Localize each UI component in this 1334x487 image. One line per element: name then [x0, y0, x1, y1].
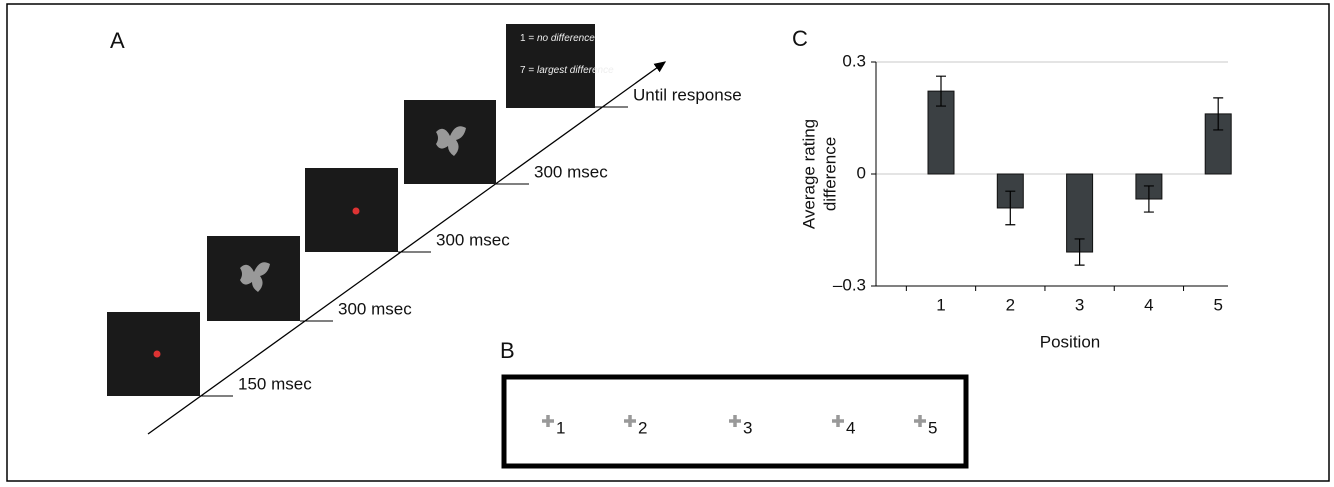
shape [436, 126, 466, 156]
interval-label: 300 msec [534, 162, 608, 181]
position-label: 3 [743, 418, 752, 437]
y-tick-label: 0.3 [842, 51, 866, 70]
interval-label: 300 msec [338, 299, 412, 318]
timeline [147, 61, 667, 435]
display-frame [501, 374, 969, 469]
cross [624, 415, 636, 427]
position-label: 1 [556, 418, 565, 437]
fixation [352, 207, 360, 215]
panel-label: B [500, 338, 515, 363]
response-text: 7 = largest difference [520, 65, 614, 76]
x-tick-label: 4 [1144, 295, 1153, 314]
shape [240, 262, 270, 292]
cross [542, 415, 554, 427]
cross [729, 415, 741, 427]
interval-label: 150 msec [238, 374, 312, 393]
x-tick-label: 2 [1006, 295, 1015, 314]
error-bar [1213, 97, 1224, 131]
frame [6, 3, 1330, 482]
position-label: 2 [638, 418, 647, 437]
error-bar [936, 75, 946, 107]
error-bar [1074, 238, 1085, 266]
error-bar [1005, 190, 1016, 226]
x-tick-label: 1 [936, 295, 945, 314]
position-label: 5 [928, 418, 937, 437]
panel-label: C [792, 26, 808, 51]
x-tick-label: 3 [1075, 295, 1084, 314]
cross [832, 415, 844, 427]
y-tick-label: 0 [857, 163, 866, 182]
x-tick-label: 5 [1213, 295, 1222, 314]
y-tick-label: –0.3 [833, 275, 866, 294]
interval-label: Until response [633, 85, 742, 104]
response-box [506, 24, 595, 108]
cross [914, 415, 926, 427]
y-axis-title: difference [820, 137, 839, 211]
response-text: 1 = no difference [520, 33, 595, 44]
x-axis-title: Position [1040, 332, 1100, 351]
position-label: 4 [846, 418, 855, 437]
error-bar [1143, 185, 1154, 213]
y-axis-title: Average rating [799, 119, 818, 229]
screen [305, 168, 398, 252]
fixation [153, 350, 161, 358]
panel-label: A [110, 28, 125, 53]
interval-label: 300 msec [436, 230, 510, 249]
